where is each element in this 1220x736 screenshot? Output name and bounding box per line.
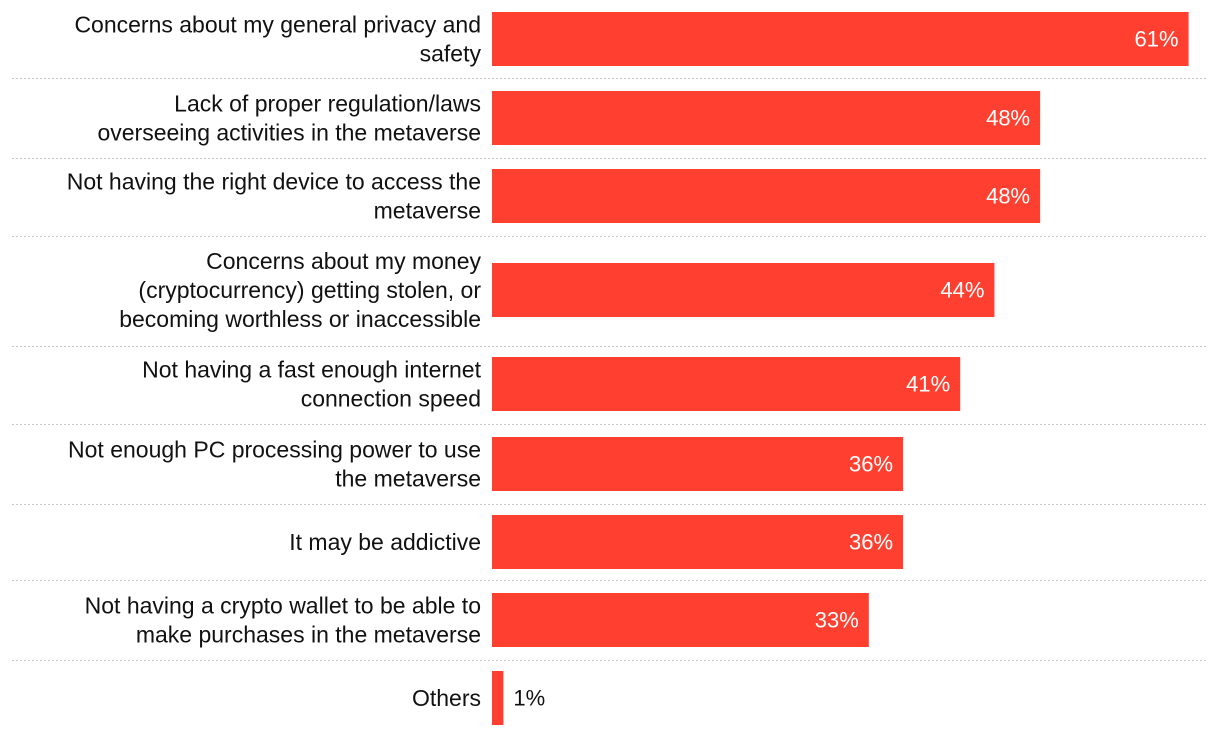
category-label: Concerns about my general privacy and: [74, 12, 481, 38]
bar: [492, 12, 1189, 66]
category-label: becoming worthless or inaccessible: [119, 306, 481, 332]
category-label: Not having a fast enough internet: [142, 357, 481, 383]
value-label: 36%: [849, 452, 893, 477]
bar: [492, 593, 869, 647]
value-label: 61%: [1135, 27, 1179, 52]
row-separators: [12, 78, 1208, 661]
category-label: safety: [420, 41, 482, 67]
bar: [492, 357, 961, 411]
bar: [492, 437, 904, 491]
value-label: 1%: [513, 686, 545, 711]
value-label: 48%: [986, 184, 1030, 209]
value-label: 36%: [849, 530, 893, 555]
category-label: Not enough PC processing power to use: [68, 437, 481, 463]
bar: [492, 91, 1041, 145]
value-labels: 61% 48% 48% 44% 41% 36% 36% 33% 1%: [513, 27, 1178, 711]
category-label: It may be addictive: [289, 529, 481, 555]
category-label: overseeing activities in the metaverse: [97, 120, 481, 146]
category-label: Concerns about my money: [206, 248, 481, 274]
bar: [492, 671, 504, 725]
bar: [492, 263, 995, 317]
category-label: the metaverse: [335, 466, 481, 492]
category-label: Lack of proper regulation/laws: [174, 91, 481, 117]
value-label: 33%: [815, 608, 859, 633]
bar: [492, 515, 904, 569]
category-label: Others: [412, 685, 481, 711]
category-label: Not having a crypto wallet to be able to: [85, 593, 481, 619]
category-labels: Concerns about my general privacy and saf…: [67, 12, 482, 712]
category-label: Not having the right device to access th…: [67, 169, 481, 195]
value-label: 48%: [986, 106, 1030, 131]
bar: [492, 169, 1041, 223]
category-label: (cryptocurrency) getting stolen, or: [138, 277, 481, 303]
value-label: 41%: [906, 372, 950, 397]
category-label: connection speed: [301, 386, 481, 412]
category-label: metaverse: [374, 198, 481, 224]
value-label: 44%: [940, 278, 984, 303]
category-label: make purchases in the metaverse: [136, 622, 481, 648]
bars: [492, 12, 1189, 725]
